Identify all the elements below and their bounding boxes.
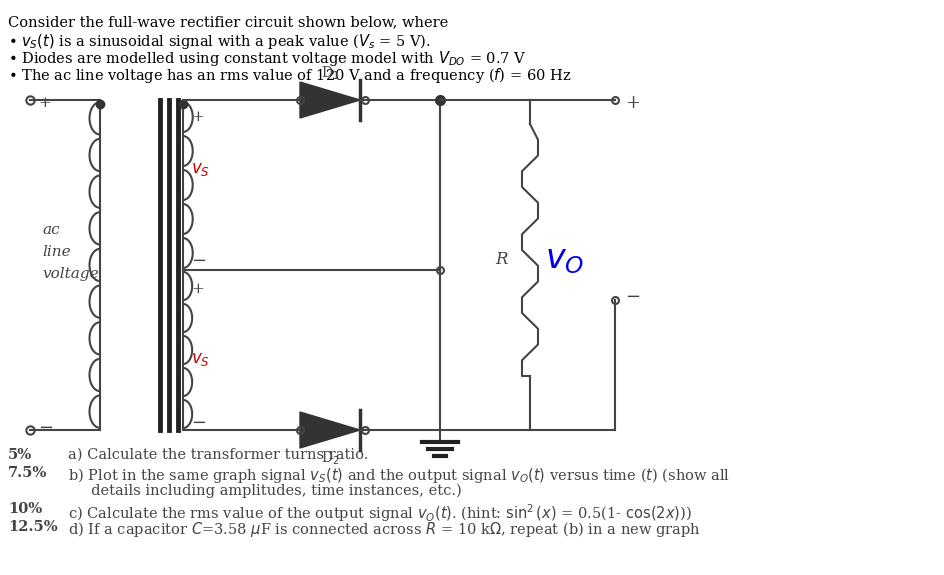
Text: +: + [38, 96, 51, 110]
Text: −: − [38, 419, 53, 437]
Text: D$_1$: D$_1$ [320, 64, 339, 82]
Text: $v_S$: $v_S$ [191, 160, 210, 178]
Text: b) Plot in the same graph signal $v_S(t)$ and the output signal $v_O(t)$ versus : b) Plot in the same graph signal $v_S(t)… [68, 466, 730, 485]
Text: +: + [191, 282, 204, 296]
Text: ac: ac [42, 223, 59, 237]
Polygon shape [299, 82, 360, 118]
Text: • The ac line voltage has an rms value of 120 V and a frequency ($f$) = 60 Hz: • The ac line voltage has an rms value o… [8, 66, 571, 85]
Text: $v_S$: $v_S$ [191, 350, 210, 368]
Text: d) If a capacitor $C$=3.58 $\mu$F is connected across $R$ = 10 k$\Omega$, repeat: d) If a capacitor $C$=3.58 $\mu$F is con… [68, 520, 700, 539]
Polygon shape [299, 412, 360, 448]
Text: −: − [191, 414, 206, 432]
Text: D$_2$: D$_2$ [320, 450, 339, 467]
Text: 5%: 5% [8, 448, 32, 462]
Text: R: R [495, 251, 508, 269]
Text: 7.5%: 7.5% [8, 466, 47, 480]
Text: 12.5%: 12.5% [8, 520, 58, 534]
Text: a) Calculate the transformer turns ratio.: a) Calculate the transformer turns ratio… [68, 448, 368, 462]
Text: • Diodes are modelled using constant voltage model with $V_{DO}$ = 0.7 V: • Diodes are modelled using constant vol… [8, 49, 526, 68]
Text: $v_O$: $v_O$ [545, 243, 583, 277]
Text: details including amplitudes, time instances, etc.): details including amplitudes, time insta… [68, 484, 462, 499]
Text: • $v_S(t)$ is a sinusoidal signal with a peak value ($V_s$ = 5 V).: • $v_S(t)$ is a sinusoidal signal with a… [8, 32, 430, 51]
Text: Consider the full-wave rectifier circuit shown below, where: Consider the full-wave rectifier circuit… [8, 15, 447, 29]
Text: line: line [42, 245, 71, 259]
Text: −: − [191, 252, 206, 270]
Text: voltage: voltage [42, 267, 98, 281]
Text: +: + [624, 94, 639, 112]
Text: −: − [624, 288, 639, 306]
Text: c) Calculate the rms value of the output signal $v_O(t)$. (hint: $\sin^2(x)$ = 0: c) Calculate the rms value of the output… [68, 502, 691, 524]
Text: 10%: 10% [8, 502, 42, 516]
Text: +: + [191, 110, 204, 124]
